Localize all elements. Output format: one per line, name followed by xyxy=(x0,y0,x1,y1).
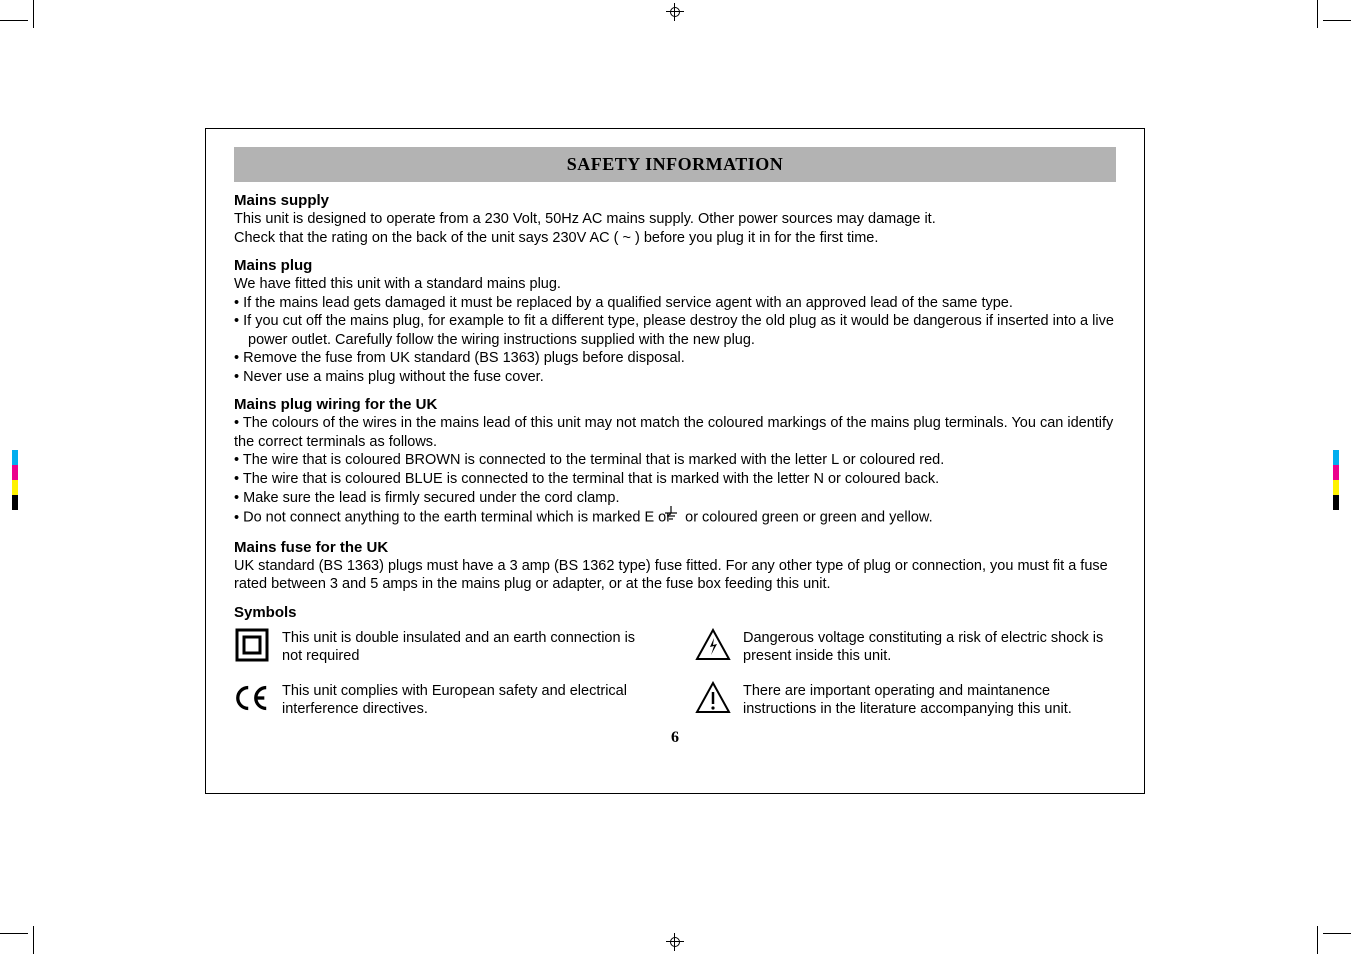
ce-mark-icon xyxy=(234,680,270,716)
registration-mark-icon xyxy=(666,3,684,21)
heading-fuse: Mains fuse for the UK xyxy=(234,539,1116,556)
double-insulated-icon xyxy=(234,627,270,663)
crop-mark xyxy=(33,0,34,28)
body-text: This unit is designed to operate from a … xyxy=(234,210,1116,229)
caution-icon xyxy=(695,680,731,716)
crop-mark xyxy=(0,20,28,21)
body-text: • The colours of the wires in the mains … xyxy=(234,414,1116,451)
registration-mark-icon xyxy=(666,933,684,951)
page-frame: SAFETY INFORMATION Mains supply This uni… xyxy=(205,128,1145,794)
crop-mark xyxy=(1323,933,1351,934)
heading-wiring: Mains plug wiring for the UK xyxy=(234,396,1116,413)
voltage-warning-icon xyxy=(695,627,731,663)
body-text: UK standard (BS 1363) plugs must have a … xyxy=(234,557,1116,594)
symbol-text: This unit is double insulated and an ear… xyxy=(282,627,655,666)
list-item: Never use a mains plug without the fuse … xyxy=(234,368,1116,387)
heading-mains-supply: Mains supply xyxy=(234,192,1116,209)
heading-symbols: Symbols xyxy=(234,604,1116,621)
list-item: Do not connect anything to the earth ter… xyxy=(234,507,1116,529)
crop-mark xyxy=(1317,926,1318,954)
bullet-list: The wire that is coloured BROWN is conne… xyxy=(234,451,1116,528)
page-title: SAFETY INFORMATION xyxy=(234,147,1116,182)
crop-mark xyxy=(0,933,28,934)
symbol-text: There are important operating and mainta… xyxy=(743,680,1116,719)
symbol-item: There are important operating and mainta… xyxy=(695,680,1116,719)
heading-mains-plug: Mains plug xyxy=(234,257,1116,274)
symbols-grid: This unit is double insulated and an ear… xyxy=(234,627,1116,719)
color-bar-icon xyxy=(1333,450,1339,510)
list-item: Make sure the lead is firmly secured und… xyxy=(234,489,1116,508)
symbol-item: Dangerous voltage constituting a risk of… xyxy=(695,627,1116,666)
symbol-text: Dangerous voltage constituting a risk of… xyxy=(743,627,1116,666)
symbol-text: This unit complies with European safety … xyxy=(282,680,655,719)
crop-mark xyxy=(1317,0,1318,28)
list-item: The wire that is coloured BROWN is conne… xyxy=(234,451,1116,470)
symbol-item: This unit complies with European safety … xyxy=(234,680,655,719)
bullet-list: If the mains lead gets damaged it must b… xyxy=(234,294,1116,387)
body-text: Check that the rating on the back of the… xyxy=(234,229,1116,248)
list-item: If you cut off the mains plug, for examp… xyxy=(234,312,1116,349)
color-bar-icon xyxy=(12,450,18,510)
crop-mark xyxy=(33,926,34,954)
list-item: The wire that is coloured BLUE is connec… xyxy=(234,470,1116,489)
list-item: Remove the fuse from UK standard (BS 136… xyxy=(234,349,1116,368)
symbol-item: This unit is double insulated and an ear… xyxy=(234,627,655,666)
body-text: We have fitted this unit with a standard… xyxy=(234,275,1116,294)
text-fragment: or coloured green or green and yellow. xyxy=(681,510,933,526)
list-item: If the mains lead gets damaged it must b… xyxy=(234,294,1116,313)
crop-mark xyxy=(1323,20,1351,21)
text-fragment: Do not connect anything to the earth ter… xyxy=(243,510,675,526)
page-number: 6 xyxy=(234,729,1116,747)
